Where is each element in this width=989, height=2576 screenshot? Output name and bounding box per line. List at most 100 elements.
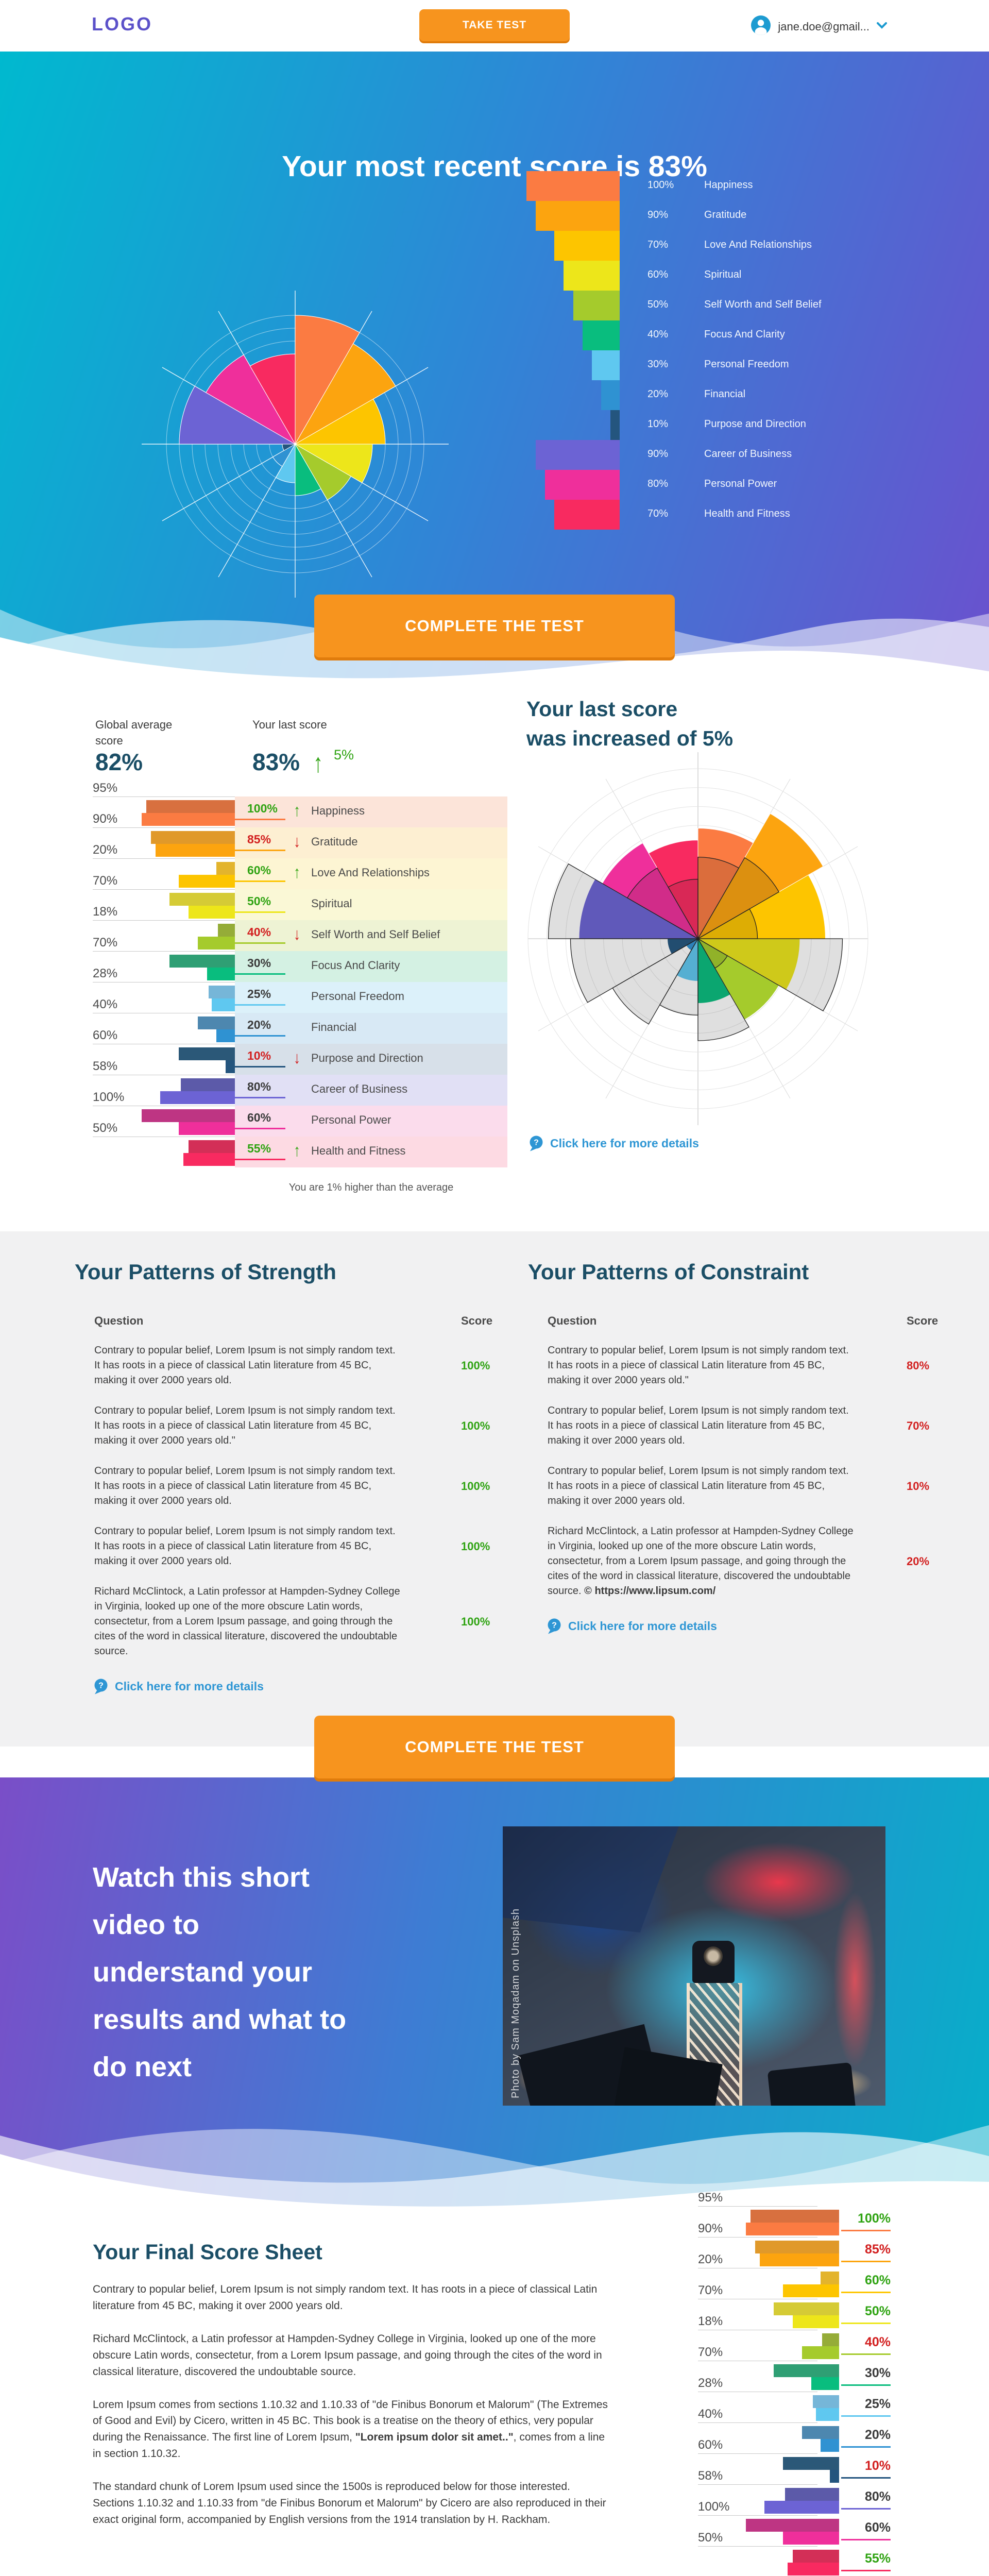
row-separator: 58% [698, 2469, 817, 2485]
question-column-header: Question [94, 1314, 144, 1327]
score-bar [788, 2563, 839, 2575]
average-score-label: 70% [698, 2345, 723, 2359]
svg-text:?: ? [98, 1682, 104, 1690]
score-legend: 100% Happiness 90% Gratitude 70% Love And Rel… [526, 171, 917, 530]
trend-up-icon: ↑ [294, 801, 300, 820]
average-score-label: 18% [93, 905, 118, 919]
user-menu[interactable]: jane.doe@gmail... [751, 15, 887, 38]
score-value: 80% [235, 1080, 285, 1098]
details-link-label: Click here for more details [115, 1680, 264, 1693]
average-bar [146, 800, 235, 813]
legend-value: 20% [647, 388, 669, 400]
score-bar [225, 1060, 235, 1073]
video-heading-line: understand your [93, 1957, 313, 1988]
legend-label: Financial [704, 388, 746, 400]
chevron-down-icon [877, 22, 887, 31]
compare-row: 30% Focus And Clarity 70% [93, 936, 507, 982]
current-score-sector [648, 840, 698, 940]
average-score-label: 100% [698, 2500, 730, 2514]
average-score-label: 50% [93, 1121, 118, 1135]
trend-up-icon: ↑ [294, 1141, 300, 1160]
score-value: 85% [841, 2242, 891, 2262]
table-row: Richard McClintock, a Latin professor at… [528, 1524, 963, 1599]
previous-score-sector [626, 867, 699, 940]
final-chart-row: 100% 60% [698, 2500, 904, 2546]
average-bar [783, 2457, 839, 2470]
category-name: Self Worth and Self Belief [311, 928, 440, 941]
legend-bar [536, 201, 620, 231]
video-heading-line: do next [93, 2052, 192, 2082]
details-link[interactable]: ? Click here for more details [530, 1136, 699, 1151]
wheel-sector-focus-and-clarity [295, 443, 321, 496]
score-value: 20% [235, 1018, 285, 1037]
complete-test-button[interactable]: COMPLETE THE TEST [314, 595, 675, 657]
compare-row: 55% ↑ Health and Fitness 50% [93, 1121, 507, 1167]
score-value: 80% [841, 2489, 891, 2510]
compare-row: 25% Personal Freedom 28% [93, 967, 507, 1013]
previous-score-sector [612, 938, 699, 1025]
legend-label: Happiness [704, 179, 753, 191]
score-bar [820, 2439, 839, 2452]
video-thumbnail[interactable]: Photo by Sam Moqadam on Unsplash [503, 1826, 885, 2106]
current-score-sector [602, 842, 699, 940]
photo-corner-shape [503, 1826, 679, 1933]
average-bar [181, 1078, 235, 1091]
legend-row: 70% Love And Relationships [526, 231, 917, 261]
final-chart-row: 60% 10% [698, 2438, 904, 2484]
score-value: 55% [235, 1142, 285, 1160]
video-heading-line: video to [93, 1909, 200, 1940]
complete-test-button[interactable]: COMPLETE THE TEST [314, 1716, 675, 1778]
legend-row: 20% Financial [526, 380, 917, 410]
trend-up-icon: ↑ [294, 862, 300, 882]
score-value: 60% [841, 2273, 891, 2293]
average-score-label: 28% [698, 2376, 723, 2390]
video-heading-line: results and what to [93, 2004, 347, 2035]
score-value: 60% [235, 1111, 285, 1129]
legend-value: 60% [647, 269, 669, 280]
question-score: 100% [461, 1359, 490, 1372]
hero-title: Your most recent score is 83% [282, 150, 707, 183]
trend-down-icon: ↓ [294, 1048, 300, 1067]
category-name: Personal Power [311, 1113, 391, 1126]
category-row-highlight: 100% ↑ Happiness [235, 796, 507, 827]
category-name: Happiness [311, 804, 365, 817]
score-bar [792, 2315, 839, 2328]
final-chart-row: 70% 30% [698, 2345, 904, 2392]
take-test-button[interactable]: TAKE TEST [419, 9, 570, 41]
category-name: Spiritual [311, 897, 352, 910]
details-link[interactable]: ? Click here for more details [94, 1679, 518, 1694]
average-score-label: 100% [93, 1090, 125, 1104]
score-value: 40% [235, 925, 285, 944]
legend-label: Love And Relationships [704, 239, 812, 250]
question-text: Contrary to popular belief, Lorem Ipsum … [94, 1526, 396, 1567]
previous-score-sector [697, 857, 780, 940]
average-score-label: 28% [93, 967, 118, 980]
legend-value: 80% [647, 478, 669, 489]
row-separator: 50% [698, 2531, 817, 2547]
logo[interactable]: LOGO [92, 13, 152, 35]
final-chart-row: 40% 20% [698, 2407, 904, 2453]
average-score-label: 60% [698, 2438, 723, 2452]
video-section: Watch this short video to understand your r… [0, 1777, 989, 2215]
compare-row: 100% ↑ Happiness 95% [93, 781, 507, 827]
average-bar [774, 2364, 839, 2377]
score-bar [783, 2532, 839, 2545]
paragraph: Contrary to popular belief, Lorem Ipsum … [93, 2283, 598, 2312]
user-avatar-icon [751, 15, 771, 38]
video-heading: Watch this short video to understand your r… [93, 1854, 346, 2091]
current-score-sector [697, 813, 824, 940]
trend-up-icon: ↑ [313, 749, 323, 778]
question-score: 100% [461, 1615, 490, 1628]
legend-label: Focus And Clarity [704, 329, 785, 340]
trend-down-icon: ↓ [294, 924, 300, 944]
legend-value: 70% [647, 239, 669, 250]
details-link[interactable]: ? Click here for more details [548, 1618, 963, 1634]
category-name: Gratitude [311, 835, 358, 848]
wheel-sector-personal-power [206, 354, 296, 445]
score-bar [829, 2470, 839, 2483]
score-value: 85% [235, 833, 285, 851]
question-text: Contrary to popular belief, Lorem Ipsum … [94, 1465, 396, 1506]
category-name: Career of Business [311, 1082, 408, 1095]
average-score-label: 90% [93, 812, 118, 826]
table-row: Contrary to popular belief, Lorem Ipsum … [75, 1343, 518, 1388]
